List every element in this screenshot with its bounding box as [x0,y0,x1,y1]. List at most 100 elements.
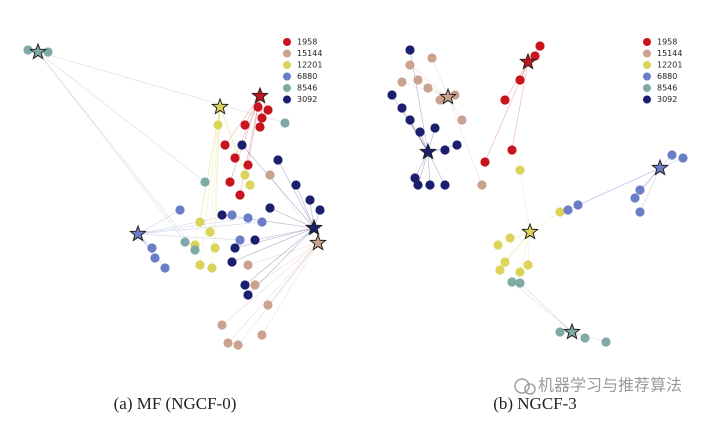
point [413,180,423,190]
edge [37,51,196,251]
point [493,240,503,250]
point [410,173,420,183]
point [250,235,260,245]
point [147,243,157,253]
point [210,243,220,253]
point [635,207,645,217]
edge [277,159,315,229]
point [515,75,525,85]
user-star [419,142,437,160]
point [253,102,263,112]
edge [295,184,315,229]
edge [401,107,429,153]
point [515,267,525,277]
edge [261,242,319,336]
user-star [563,322,581,340]
point [180,237,190,247]
edge [269,207,315,229]
point [265,203,275,213]
edge [519,231,531,273]
legend-label: 3092 [297,95,317,104]
legend-label: 1958 [657,38,677,47]
point [243,213,253,223]
point [405,115,415,125]
legend-label: 12201 [297,61,322,70]
edge [224,95,261,146]
user-star [211,97,229,115]
point [413,75,423,85]
point [245,180,255,190]
legend-label: 12201 [657,61,682,70]
point [573,200,583,210]
point [280,118,290,128]
edge [409,64,449,98]
point [495,265,505,275]
point [667,150,677,160]
point [397,77,407,87]
point [207,263,217,273]
user-star [305,218,323,236]
point [427,53,437,63]
point [457,115,467,125]
point [243,290,253,300]
point [535,41,545,51]
legend-marker [283,84,291,92]
point [507,277,517,287]
edge [431,57,449,98]
point [233,340,243,350]
point [555,327,565,337]
edge [211,106,221,269]
legend-label: 8546 [657,84,677,93]
point [255,122,265,132]
legend-marker [283,61,291,69]
point [195,260,205,270]
point [405,60,415,70]
point [507,145,517,155]
watermark-text: 机器学习与推荐算法 [538,376,682,395]
point [205,227,215,237]
watermark: 机器学习与推荐算法 [514,376,682,395]
point [440,180,450,190]
point [601,337,611,347]
point [230,153,240,163]
point [190,245,200,255]
point [440,145,450,155]
edge [234,227,315,249]
edge [511,61,529,151]
point [200,177,210,187]
legend-marker [283,72,291,81]
points [387,41,688,347]
point [477,180,487,190]
point [580,333,590,343]
edge [511,281,573,333]
point [240,120,250,130]
point [235,235,245,245]
point [160,263,170,273]
point [430,123,440,133]
panel: 1958 15144 12201 6880 8546 3092 (b) NGCF-3 [387,38,688,413]
point [220,140,230,150]
point [423,83,433,93]
point [243,260,253,270]
legend-marker [283,49,291,58]
user-star [439,87,457,105]
point [217,210,227,220]
edge [137,214,233,235]
edge [254,227,315,241]
legend-label: 1958 [297,38,317,47]
edge [529,211,561,233]
legend-label: 6880 [657,72,677,81]
edge [427,151,431,186]
point [500,95,510,105]
legend-marker [283,38,291,46]
edge [137,217,249,235]
edge [244,227,315,286]
point [237,140,247,150]
point [305,195,315,205]
point [505,233,515,243]
point [678,153,688,163]
legend-marker [643,72,651,81]
edge [221,242,319,326]
point [240,170,250,180]
legend-marker [643,95,651,104]
